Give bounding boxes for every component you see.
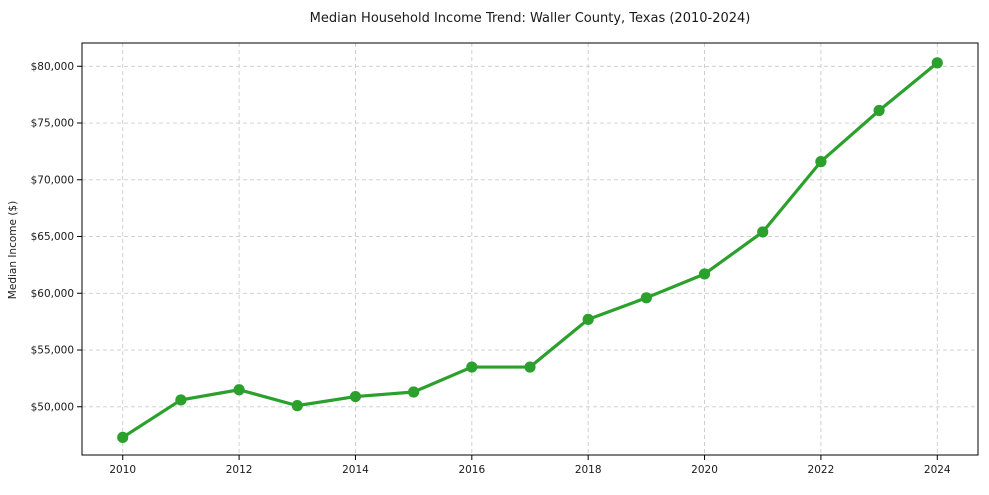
- data-point: [117, 431, 129, 444]
- x-tick-label: 2018: [575, 464, 602, 476]
- data-point: [873, 104, 885, 117]
- data-point: [698, 268, 711, 280]
- data-point: [815, 156, 827, 168]
- x-tick-label: 2014: [342, 464, 369, 476]
- y-tick-label: $70,000: [31, 174, 74, 186]
- x-tick-label: 2020: [691, 464, 718, 476]
- y-axis-label: Median Income ($): [7, 201, 19, 299]
- chart-title: Median Household Income Trend: Waller Co…: [310, 11, 751, 26]
- y-tick-label: $75,000: [31, 118, 74, 130]
- y-tick-label: $80,000: [31, 61, 74, 73]
- data-point: [466, 361, 478, 373]
- data-point: [931, 57, 943, 69]
- x-tick-label: 2024: [924, 464, 951, 476]
- data-point: [757, 226, 769, 238]
- y-tick-label: $55,000: [31, 345, 74, 357]
- x-tick-label: 2022: [808, 464, 835, 476]
- data-point: [582, 313, 594, 325]
- x-tick-label: 2012: [226, 464, 253, 476]
- data-point: [349, 390, 362, 403]
- data-point: [291, 400, 303, 412]
- data-point: [233, 384, 245, 396]
- trend-line: [121, 61, 939, 440]
- plot-border: [81, 42, 979, 456]
- y-tick-label: $60,000: [31, 288, 74, 300]
- data-point: [640, 292, 652, 304]
- y-tick-label: $50,000: [31, 401, 74, 413]
- x-tick-label: 2016: [458, 464, 485, 476]
- data-point: [408, 386, 420, 398]
- data-point: [524, 361, 536, 373]
- x-tick-label: 2010: [109, 464, 136, 476]
- y-tick-label: $65,000: [31, 231, 74, 243]
- data-point: [175, 394, 187, 406]
